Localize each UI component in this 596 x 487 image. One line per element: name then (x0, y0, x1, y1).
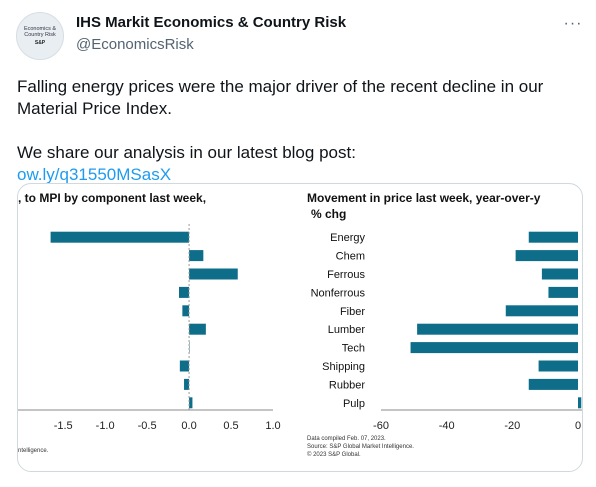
chart1-bar-shipping (179, 360, 190, 372)
chart2-note-1: Source: S&P Global Market Intelligence. (307, 444, 414, 450)
chart2-tick-1: -40 (439, 420, 455, 432)
category-label-tech: Tech (342, 343, 365, 355)
category-label-energy: Energy (330, 232, 365, 244)
more-options-icon[interactable]: ··· (563, 15, 583, 32)
chart1-tick-3: 0.0 (181, 420, 196, 432)
chart1-tick-5: 1.0 (265, 420, 280, 432)
chart2-bar-chem (515, 250, 578, 262)
chart1-tick-4: 0.5 (223, 420, 238, 432)
tweet-text-line3: We share our analysis in our latest blog… (17, 143, 356, 162)
avatar-text-line1: Economics & (23, 26, 57, 32)
chart1-bar-rubber (184, 378, 190, 390)
chart2-note-2: © 2023 S&P Global. (307, 451, 361, 458)
chart1-bar-chem (189, 250, 204, 262)
chart2-bar-lumber (417, 323, 578, 335)
chart2-bar-rubber (528, 378, 578, 390)
chart-image: , to MPI by component last week, -1.5 -1.0… (18, 191, 582, 458)
chart1-tick-2: -0.5 (138, 420, 157, 432)
category-label-lumber: Lumber (328, 324, 366, 336)
account-handle[interactable]: @EconomicsRisk (76, 36, 194, 53)
avatar[interactable]: Economics & Country Risk S&P (16, 12, 64, 60)
chart2-bar-nonferrous (548, 286, 578, 298)
chart1-bar-tech (189, 342, 190, 354)
category-label-fiber: Fiber (340, 306, 365, 318)
chart2-bar-energy (528, 231, 578, 243)
tweet-text-line2: Material Price Index. (17, 99, 172, 118)
chart2-bar-shipping (538, 360, 578, 372)
chart1-bar-fiber (182, 305, 190, 317)
tweet-text: Falling energy prices were the major dri… (17, 76, 577, 186)
avatar-brand: S&P (34, 40, 46, 46)
chart2-bar-fiber (505, 305, 578, 317)
chart1-bar-nonferrous (179, 286, 190, 298)
category-label-shipping: Shipping (322, 361, 365, 373)
category-label-rubber: Rubber (329, 379, 365, 391)
blog-link[interactable]: ow.ly/q31550MSasX (17, 165, 172, 184)
category-label-nonferrous: Nonferrous (311, 287, 366, 299)
avatar-text-line2: Country Risk (24, 32, 56, 38)
chart1-tick-0: -1.5 (54, 420, 73, 432)
chart2-tick-0: -60 (373, 420, 389, 432)
account-name[interactable]: IHS Markit Economics & Country Risk (76, 14, 347, 31)
chart2-tick-2: -20 (504, 420, 520, 432)
chart2-bar-tech (410, 342, 578, 354)
chart1-title: , to MPI by component last week, (18, 191, 206, 205)
chart1-bar-pulp (189, 397, 193, 409)
chart1-bar-energy (50, 231, 190, 243)
chart1-source: ntelligence. (18, 448, 49, 454)
chart2-ylabel: % chg (311, 207, 346, 221)
category-label-pulp: Pulp (343, 398, 365, 410)
category-label-ferrous: Ferrous (327, 269, 365, 281)
chart2-bar-ferrous (541, 268, 578, 280)
chart1-bar-lumber (189, 323, 206, 335)
chart2-note-0: Data compiled Feb. 07, 2023. (307, 436, 386, 442)
chart2-tick-3: 0 (575, 420, 581, 432)
chart2-title: Movement in price last week, year-over-y (307, 191, 541, 205)
tweet-text-line1: Falling energy prices were the major dri… (17, 77, 544, 96)
chart2-bar-pulp (578, 397, 582, 409)
chart1-tick-1: -1.0 (96, 420, 115, 432)
tweet-media[interactable]: , to MPI by component last week, -1.5 -1.0… (17, 183, 583, 472)
chart1-bar-ferrous (189, 268, 238, 280)
category-label-chem: Chem (336, 251, 365, 263)
